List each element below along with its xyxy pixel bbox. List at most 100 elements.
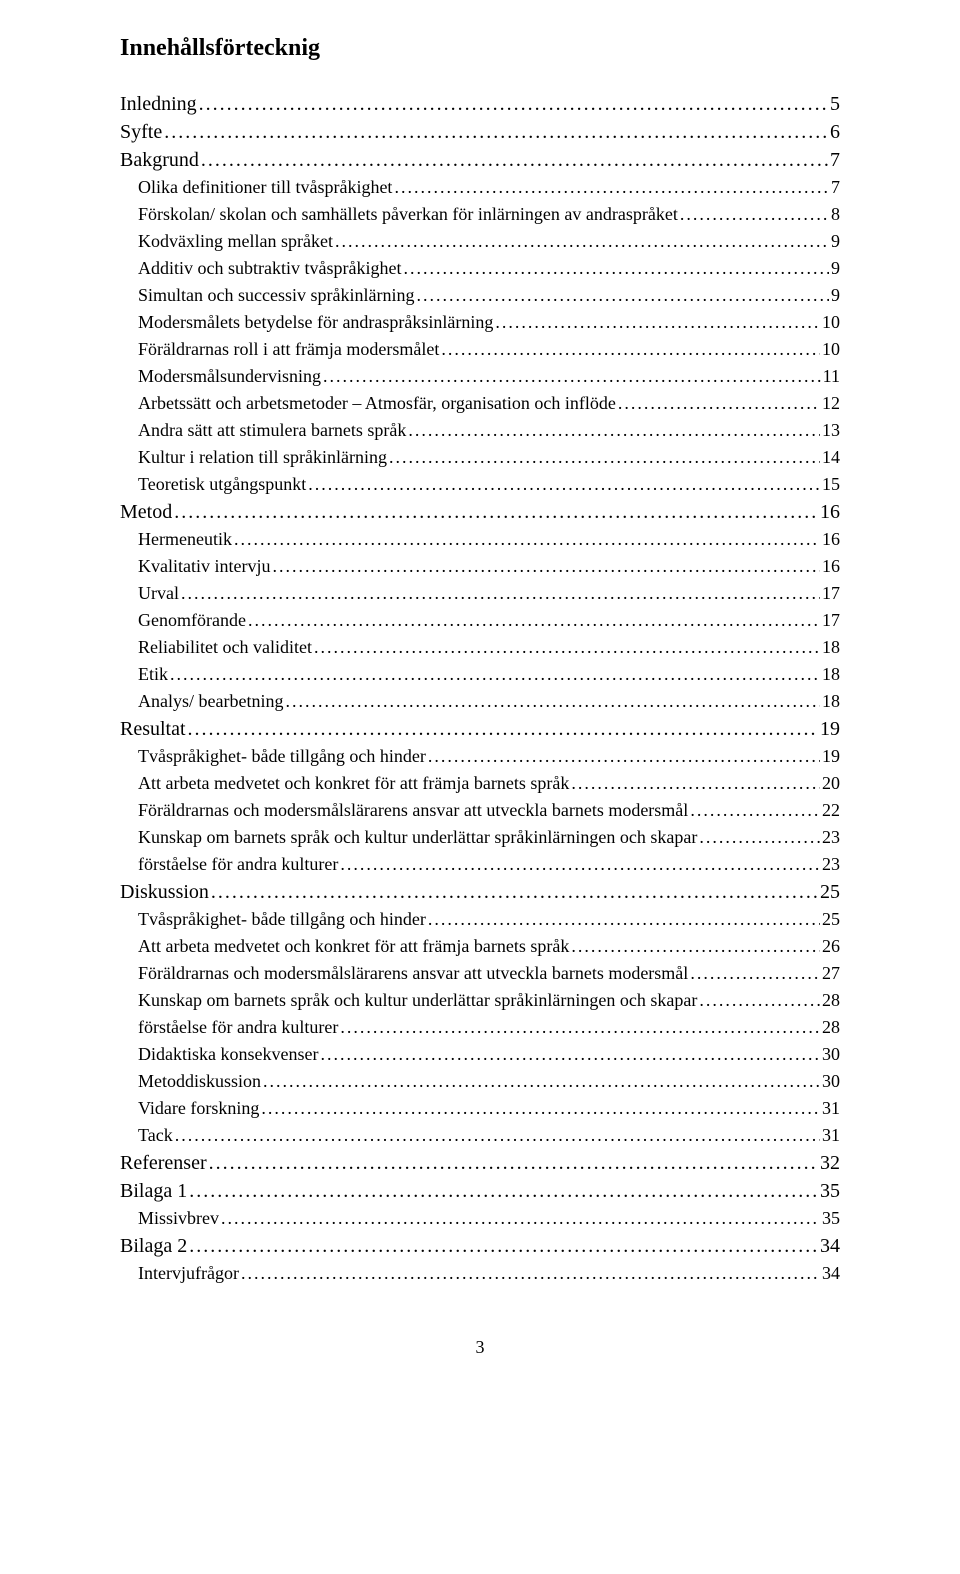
toc-leader-dots	[428, 906, 820, 933]
toc-entry-label: Missivbrev	[138, 1205, 219, 1232]
toc-leader-dots	[209, 1149, 818, 1177]
toc-entry-label: Intervjufrågor	[138, 1260, 239, 1287]
toc-entry-page: 5	[830, 90, 840, 118]
toc-entry-label: Simultan och successiv språkinlärning	[138, 282, 414, 309]
toc-leader-dots	[394, 174, 829, 201]
toc-leader-dots	[174, 498, 818, 526]
toc-entry-page: 20	[822, 770, 840, 797]
toc-entry-page: 31	[822, 1095, 840, 1122]
toc-leader-dots	[428, 743, 820, 770]
toc-entry-label: Att arbeta medvetet och konkret för att …	[138, 770, 569, 797]
toc-entry-page: 25	[820, 878, 840, 906]
toc-entry-label: Kunskap om barnets språk och kultur unde…	[138, 987, 697, 1014]
toc-entry-page: 28	[822, 987, 840, 1014]
toc-entry-page: 7	[831, 174, 840, 201]
toc-entry: Genomförande 17	[120, 607, 840, 634]
toc-leader-dots	[263, 1068, 820, 1095]
toc-leader-dots	[680, 201, 829, 228]
toc-leader-dots	[248, 607, 820, 634]
toc-entry-label: Föräldrarnas och modersmålslärarens ansv…	[138, 960, 688, 987]
toc-entry-page: 9	[831, 282, 840, 309]
toc-entry-page: 18	[822, 634, 840, 661]
toc-entry-page: 14	[822, 444, 840, 471]
toc-entry-page: 23	[822, 824, 840, 851]
toc-entry: Missivbrev 35	[120, 1205, 840, 1232]
toc-entry: Att arbeta medvetet och konkret för att …	[120, 933, 840, 960]
toc-leader-dots	[261, 1095, 820, 1122]
toc-entry-label: Metod	[120, 498, 172, 526]
toc-entry-label: Föräldrarnas roll i att främja modersmål…	[138, 336, 439, 363]
toc-entry-label: Arbetssätt och arbetsmetoder – Atmosfär,…	[138, 390, 616, 417]
toc-entry: Kunskap om barnets språk och kultur unde…	[120, 987, 840, 1014]
toc-leader-dots	[189, 1232, 818, 1260]
toc-entry-page: 16	[820, 498, 840, 526]
toc-entry-page: 17	[822, 607, 840, 634]
toc-leader-dots	[495, 309, 820, 336]
toc-entry-label: Analys/ bearbetning	[138, 688, 283, 715]
toc-entry-page: 26	[822, 933, 840, 960]
toc-entry-page: 10	[822, 336, 840, 363]
toc-entry-page: 34	[820, 1232, 840, 1260]
toc-entry-page: 34	[822, 1260, 840, 1287]
toc-leader-dots	[189, 1177, 818, 1205]
toc-entry: förståelse för andra kulturer 28	[120, 1014, 840, 1041]
toc-leader-dots	[175, 1122, 820, 1149]
toc-entry: Vidare forskning 31	[120, 1095, 840, 1122]
toc-entry: Hermeneutik 16	[120, 526, 840, 553]
toc-leader-dots	[188, 715, 818, 743]
toc-entry-page: 11	[823, 363, 840, 390]
toc-leader-dots	[335, 228, 829, 255]
toc-entry-page: 13	[822, 417, 840, 444]
toc-entry-label: Didaktiska konsekvenser	[138, 1041, 318, 1068]
toc-entry-page: 23	[822, 851, 840, 878]
toc-entry: Intervjufrågor 34	[120, 1260, 840, 1287]
toc-entry-page: 25	[822, 906, 840, 933]
toc-entry-page: 10	[822, 309, 840, 336]
toc-entry-page: 19	[820, 715, 840, 743]
toc-leader-dots	[308, 471, 820, 498]
toc-entry: Urval 17	[120, 580, 840, 607]
toc-entry-page: 9	[831, 255, 840, 282]
toc-entry-label: Vidare forskning	[138, 1095, 259, 1122]
toc-leader-dots	[272, 553, 820, 580]
toc-entry-label: Att arbeta medvetet och konkret för att …	[138, 933, 569, 960]
toc-leader-dots	[241, 1260, 820, 1287]
toc-entry: Diskussion 25	[120, 878, 840, 906]
toc-list: Inledning 5Syfte 6Bakgrund 7Olika defini…	[120, 90, 840, 1287]
toc-entry-page: 8	[831, 201, 840, 228]
toc-entry-page: 16	[822, 553, 840, 580]
toc-entry: förståelse för andra kulturer 23	[120, 851, 840, 878]
toc-entry: Syfte 6	[120, 118, 840, 146]
toc-title: Innehållsförtecknig	[120, 35, 840, 62]
toc-leader-dots	[408, 417, 820, 444]
toc-entry-page: 31	[822, 1122, 840, 1149]
toc-leader-dots	[690, 797, 820, 824]
toc-leader-dots	[340, 851, 820, 878]
toc-entry: Referenser 32	[120, 1149, 840, 1177]
toc-entry: Kultur i relation till språkinlärning 14	[120, 444, 840, 471]
toc-leader-dots	[181, 580, 820, 607]
toc-entry-label: Bakgrund	[120, 146, 199, 174]
toc-entry-label: förståelse för andra kulturer	[138, 851, 338, 878]
toc-entry: Modersmålsundervisning 11	[120, 363, 840, 390]
toc-entry: Föräldrarnas och modersmålslärarens ansv…	[120, 960, 840, 987]
toc-entry-label: Tvåspråkighet- både tillgång och hinder	[138, 743, 426, 770]
toc-leader-dots	[314, 634, 820, 661]
toc-entry-page: 17	[822, 580, 840, 607]
toc-entry-page: 22	[822, 797, 840, 824]
toc-leader-dots	[199, 90, 828, 118]
toc-entry: Modersmålets betydelse för andraspråksin…	[120, 309, 840, 336]
toc-entry: Olika definitioner till tvåspråkighet 7	[120, 174, 840, 201]
toc-entry-label: Kunskap om barnets språk och kultur unde…	[138, 824, 697, 851]
toc-entry-page: 32	[820, 1149, 840, 1177]
toc-entry: Metoddiskussion 30	[120, 1068, 840, 1095]
toc-entry: Inledning 5	[120, 90, 840, 118]
toc-leader-dots	[164, 118, 828, 146]
toc-entry-label: Bilaga 1	[120, 1177, 187, 1205]
toc-entry: Kodväxling mellan språket 9	[120, 228, 840, 255]
toc-entry-page: 18	[822, 661, 840, 688]
toc-entry: Didaktiska konsekvenser 30	[120, 1041, 840, 1068]
toc-entry-label: Metoddiskussion	[138, 1068, 261, 1095]
toc-leader-dots	[571, 770, 820, 797]
toc-leader-dots	[389, 444, 820, 471]
